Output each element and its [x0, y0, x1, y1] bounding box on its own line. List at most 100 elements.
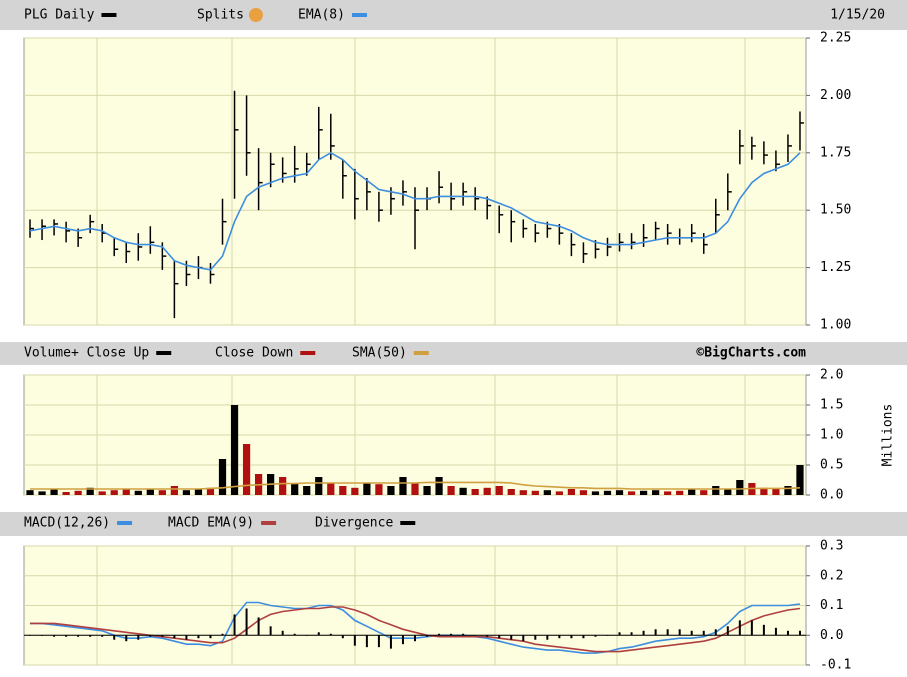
bar [519, 490, 527, 495]
bar [242, 444, 251, 495]
bar [137, 635, 140, 640]
legend-label: SMA(50) [352, 346, 407, 361]
bar [149, 635, 152, 637]
bar [558, 635, 561, 639]
bar [303, 486, 311, 495]
bar [784, 486, 792, 495]
bar [510, 635, 513, 640]
legend-label: Volume+ Close Up [24, 346, 149, 361]
legend-label: Divergence [315, 516, 393, 531]
header-bar [0, 0, 907, 30]
legend-swatch [413, 351, 429, 355]
bar [438, 633, 441, 636]
bar [471, 489, 479, 495]
bar [182, 490, 191, 495]
bar [642, 630, 645, 636]
bar [62, 492, 70, 495]
bar [534, 635, 537, 640]
bar [113, 635, 116, 640]
bar [676, 490, 684, 495]
bar [591, 491, 600, 495]
bar [98, 491, 106, 495]
bar [401, 635, 404, 645]
legend-swatch [400, 521, 416, 525]
bar [786, 630, 789, 636]
bar [218, 459, 227, 495]
bar [666, 629, 669, 636]
line [30, 606, 801, 653]
bar [389, 635, 392, 649]
bar [399, 477, 407, 495]
bar [426, 635, 429, 637]
y-axis-label: Millions [881, 404, 896, 467]
bar [209, 635, 212, 639]
bar [101, 635, 104, 637]
bar [567, 489, 576, 495]
bar [77, 635, 80, 637]
y-tick-label: 0.2 [820, 568, 843, 583]
legend-label: Splits [197, 8, 244, 23]
bar [269, 626, 272, 636]
bar [615, 490, 624, 495]
legend-label: EMA(8) [298, 8, 345, 23]
bar [750, 620, 753, 636]
bar [74, 490, 82, 495]
bar [724, 489, 732, 495]
bar [233, 614, 236, 636]
y-tick-label: 0.5 [820, 458, 843, 473]
line [29, 151, 801, 271]
bar [664, 491, 672, 495]
bar [257, 617, 260, 636]
bar [543, 490, 551, 495]
bar [462, 633, 465, 636]
bar [53, 635, 56, 637]
bar [86, 487, 94, 495]
legend-swatch [300, 351, 316, 355]
bar [796, 465, 804, 495]
bar [26, 490, 34, 495]
bar [38, 491, 46, 495]
bar [194, 489, 203, 495]
legend-swatch [351, 13, 367, 17]
bar [447, 486, 455, 495]
bar [760, 487, 768, 495]
y-tick-label: -0.1 [820, 658, 851, 673]
bar [702, 630, 705, 636]
bar [712, 486, 720, 495]
bar [363, 483, 371, 495]
bar [738, 620, 741, 636]
bar [736, 480, 744, 495]
bar [495, 486, 503, 495]
bar [507, 489, 515, 495]
y-tick-label: 2.25 [820, 31, 851, 46]
bar [122, 489, 130, 495]
bar [50, 489, 58, 495]
bar [339, 486, 347, 495]
bar [594, 635, 597, 637]
y-tick-label: 2.0 [820, 368, 843, 383]
legend-label: MACD EMA(9) [168, 516, 254, 531]
bar [146, 489, 154, 495]
bar [423, 486, 431, 495]
bar [173, 635, 176, 639]
bar [125, 635, 128, 642]
y-tick-label: 0.1 [820, 598, 843, 613]
bar [798, 630, 801, 636]
bar [652, 490, 660, 495]
bar [678, 629, 681, 636]
bar [435, 477, 443, 495]
bar [579, 490, 588, 495]
bar [700, 490, 708, 495]
bar [365, 635, 368, 648]
bar [570, 635, 573, 639]
bar [206, 487, 215, 495]
bar [317, 632, 320, 636]
bar [414, 635, 416, 642]
bar [134, 490, 142, 495]
y-tick-label: 0.0 [820, 488, 843, 503]
split-icon [248, 8, 263, 22]
legend-swatch [261, 521, 277, 525]
bar [329, 633, 332, 636]
legend-label: PLG Daily [24, 8, 95, 23]
